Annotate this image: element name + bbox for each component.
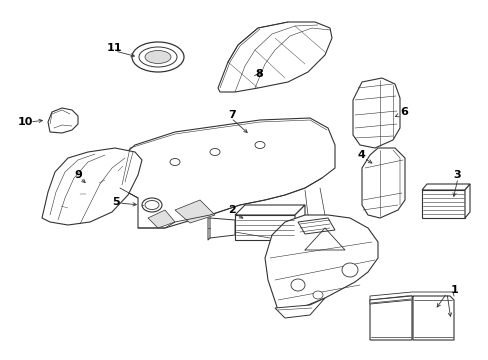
Polygon shape <box>412 296 453 340</box>
Ellipse shape <box>290 279 305 291</box>
Ellipse shape <box>209 149 220 156</box>
Text: 9: 9 <box>74 170 81 180</box>
Polygon shape <box>274 298 325 318</box>
Polygon shape <box>48 108 78 133</box>
Polygon shape <box>294 205 305 240</box>
Polygon shape <box>264 215 377 310</box>
Ellipse shape <box>145 50 171 63</box>
Polygon shape <box>235 215 294 240</box>
Ellipse shape <box>170 158 180 166</box>
Polygon shape <box>421 184 469 190</box>
Polygon shape <box>175 200 215 223</box>
Polygon shape <box>369 296 411 304</box>
Ellipse shape <box>145 201 159 210</box>
Ellipse shape <box>132 42 183 72</box>
Ellipse shape <box>341 263 357 277</box>
Text: 5: 5 <box>112 197 120 207</box>
Text: 6: 6 <box>399 107 407 117</box>
Polygon shape <box>209 218 235 238</box>
Polygon shape <box>464 184 469 218</box>
Ellipse shape <box>139 47 177 67</box>
Text: 11: 11 <box>107 43 122 53</box>
Ellipse shape <box>254 141 264 149</box>
Polygon shape <box>361 148 404 218</box>
Ellipse shape <box>142 198 162 212</box>
Polygon shape <box>235 205 305 215</box>
Text: 8: 8 <box>254 69 262 79</box>
Text: 2: 2 <box>227 205 235 215</box>
Polygon shape <box>218 22 331 92</box>
Text: 4: 4 <box>357 150 365 160</box>
Text: 7: 7 <box>227 110 235 120</box>
Text: 10: 10 <box>18 117 33 127</box>
Polygon shape <box>421 190 464 218</box>
Polygon shape <box>352 78 399 148</box>
Polygon shape <box>297 218 334 234</box>
Polygon shape <box>148 210 175 228</box>
Polygon shape <box>369 296 411 340</box>
Text: 3: 3 <box>452 170 460 180</box>
Text: 1: 1 <box>450 285 458 295</box>
Polygon shape <box>120 118 334 228</box>
Ellipse shape <box>312 291 323 299</box>
Polygon shape <box>42 148 142 225</box>
